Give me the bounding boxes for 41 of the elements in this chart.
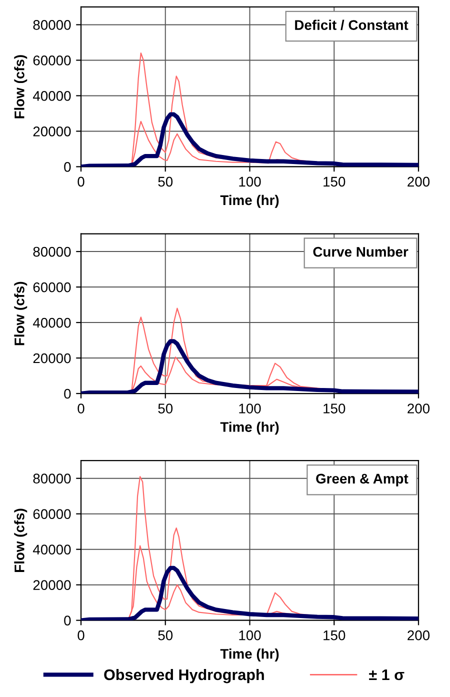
x-axis-title: Time (hr) <box>220 194 279 208</box>
x-tick-label: 0 <box>78 404 84 414</box>
y-tick-label: 40000 <box>32 544 71 555</box>
x-tick-label: 100 <box>239 404 261 414</box>
text: Deficit / Constant <box>295 20 408 30</box>
y-tick-label: 80000 <box>33 474 71 484</box>
x-tick-label: 150 <box>324 630 346 640</box>
x-tick-label: 150 <box>324 176 346 187</box>
y-axis-title: Flow (cfs) <box>14 508 28 572</box>
x-tick-label: 0 <box>78 176 84 187</box>
y-tick-label: 0 <box>64 388 71 399</box>
x-axis-title: Time (hr) <box>220 648 279 662</box>
text: Curve Number <box>313 246 408 257</box>
y-tick-label: 40000 <box>32 318 71 328</box>
y-tick-label: 0 <box>64 162 71 172</box>
x-tick-label: 200 <box>408 630 430 640</box>
y-tick-label: 60000 <box>33 282 71 292</box>
y-axis-title: Flow (cfs) <box>14 55 28 118</box>
x-tick-label: 50 <box>158 176 173 187</box>
x-tick-label: 200 <box>408 176 430 187</box>
y-tick-label: 60000 <box>33 509 71 520</box>
y-axis-title: Flow (cfs) <box>14 282 28 346</box>
y-tick-label: 80000 <box>33 246 71 257</box>
y-tick-label: 80000 <box>33 20 71 30</box>
text: Green & Ampt <box>316 474 408 486</box>
x-axis-title: Time (hr) <box>220 422 279 435</box>
y-tick-label: 0 <box>64 616 71 626</box>
x-tick-label: 50 <box>158 630 173 640</box>
x-tick-label: 0 <box>78 630 84 640</box>
x-tick-label: 100 <box>239 630 261 640</box>
x-tick-label: 150 <box>324 404 346 414</box>
x-tick-label: 100 <box>239 176 261 187</box>
y-tick-label: 20000 <box>33 126 71 136</box>
legend-label: ± 1 σ <box>369 670 404 680</box>
x-tick-label: 50 <box>158 404 173 414</box>
y-tick-label: 20000 <box>33 580 71 590</box>
legend-label: Observed Hydrograph <box>104 668 264 684</box>
x-tick-label: 200 <box>408 404 430 414</box>
y-tick-label: 60000 <box>33 56 71 66</box>
y-tick-label: 40000 <box>32 91 71 101</box>
y-tick-label: 20000 <box>33 353 71 364</box>
